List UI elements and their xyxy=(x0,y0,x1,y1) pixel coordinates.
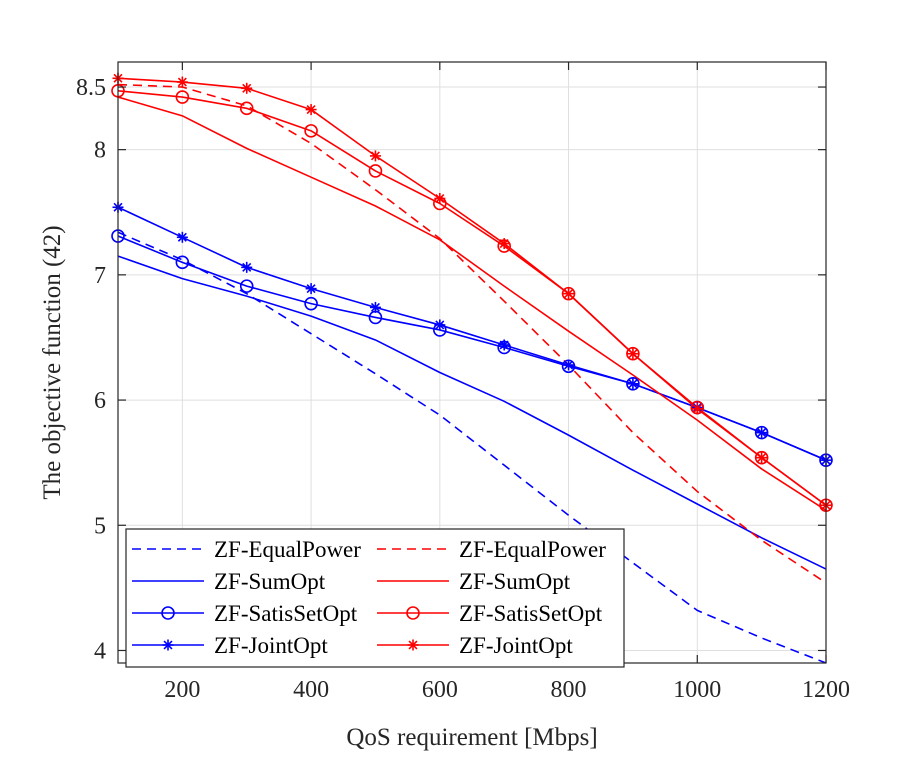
star-stroke xyxy=(757,453,767,463)
data-point-marker xyxy=(754,450,769,465)
legend-marker xyxy=(406,606,420,620)
data-point-marker xyxy=(563,359,575,371)
data-point-marker xyxy=(754,425,769,440)
star-stroke xyxy=(499,340,509,350)
series-line-8 xyxy=(117,77,827,506)
x-tick-label: 400 xyxy=(293,677,329,703)
data-point-marker xyxy=(175,90,190,104)
x-tick-label: 1200 xyxy=(802,677,850,703)
star-stroke xyxy=(564,289,574,299)
legend-label: ZF-SumOpt xyxy=(459,569,571,594)
series-line-7 xyxy=(117,90,827,506)
legend-entry: ZF-SatisSetOpt xyxy=(132,601,358,626)
legend-entry: ZF-SumOpt xyxy=(132,569,326,594)
star-stroke xyxy=(499,239,509,249)
legend-entry: ZF-EqualPower xyxy=(132,537,361,562)
star-stroke xyxy=(370,151,380,161)
star-stroke xyxy=(435,193,445,204)
series-line-5 xyxy=(117,83,827,584)
y-tick-label: 5 xyxy=(94,513,106,539)
series-line-2 xyxy=(117,255,827,570)
data-point-marker xyxy=(756,452,768,464)
legend-label: ZF-EqualPower xyxy=(459,537,606,562)
star-stroke xyxy=(408,640,418,650)
star-stroke xyxy=(757,428,767,438)
star-stroke xyxy=(564,360,574,370)
data-point-marker xyxy=(561,286,576,301)
data-point-marker xyxy=(176,231,188,243)
star-stroke xyxy=(242,83,252,93)
legend-entry: ZF-JointOpt xyxy=(132,633,328,658)
legend-label: ZF-JointOpt xyxy=(459,633,573,658)
data-point-marker xyxy=(304,124,318,138)
data-point-marker xyxy=(304,296,318,311)
legend-entry: ZF-SatisSetOpt xyxy=(377,601,603,626)
legend-label: ZF-SatisSetOpt xyxy=(459,601,603,626)
x-tick-label: 800 xyxy=(551,677,587,703)
legend-marker xyxy=(162,639,174,651)
data-point-marker xyxy=(175,255,190,270)
data-point-marker xyxy=(239,101,254,116)
star-stroke xyxy=(306,284,316,294)
star-stroke xyxy=(692,404,702,414)
star-stroke xyxy=(163,640,173,650)
star-stroke xyxy=(306,105,316,115)
legend-entry: ZF-SumOpt xyxy=(377,569,571,594)
data-point-marker xyxy=(756,427,768,439)
series-lines xyxy=(117,77,827,664)
data-point-marker xyxy=(563,288,575,300)
star-stroke xyxy=(435,320,445,330)
series-line-6 xyxy=(117,96,827,511)
data-point-marker xyxy=(176,76,188,88)
series-line-1 xyxy=(117,231,827,664)
y-tick-label: 6 xyxy=(94,388,106,414)
legend-label: ZF-JointOpt xyxy=(214,633,328,658)
data-point-marker xyxy=(241,82,253,94)
data-point-marker xyxy=(498,339,510,351)
star-stroke xyxy=(370,302,380,312)
data-point-marker xyxy=(627,378,639,390)
data-point-marker xyxy=(434,192,446,204)
x-axis-label: QoS requirement [Mbps] xyxy=(346,724,597,751)
legend-entry: ZF-JointOpt xyxy=(377,633,573,658)
data-point-marker xyxy=(239,279,254,293)
series-markers xyxy=(111,72,833,513)
legend: ZF-EqualPower ZF-SumOpt ZF-SatisSetOpt ZF-J… xyxy=(125,528,625,668)
star-stroke xyxy=(628,349,638,359)
data-point-marker xyxy=(498,238,510,250)
legend-label: ZF-SatisSetOpt xyxy=(214,601,358,626)
data-point-marker xyxy=(305,104,317,116)
y-tick-label: 8.5 xyxy=(76,75,106,101)
data-point-marker xyxy=(368,164,383,178)
data-point-marker xyxy=(369,150,381,162)
data-point-marker xyxy=(691,403,703,415)
legend-box xyxy=(125,528,625,668)
legend-entry: ZF-EqualPower xyxy=(377,537,606,562)
star-stroke xyxy=(177,77,187,87)
data-point-marker xyxy=(626,346,640,361)
x-tick-label: 200 xyxy=(164,677,200,703)
data-point-marker xyxy=(434,319,446,331)
data-point-marker xyxy=(369,301,381,313)
legend-label: ZF-SumOpt xyxy=(214,569,326,594)
star-stroke xyxy=(242,262,252,272)
x-tick-label: 1000 xyxy=(673,677,721,703)
star-stroke xyxy=(177,232,187,242)
data-point-marker xyxy=(626,376,640,391)
y-tick-label: 8 xyxy=(94,138,106,164)
axis-ticks: 200 400 600 800 1000 1200 4 5 6 7 8 8.5 xyxy=(76,62,850,703)
data-point-marker xyxy=(627,348,639,360)
y-tick-label: 7 xyxy=(94,263,106,289)
x-tick-label: 600 xyxy=(422,677,458,703)
data-point-marker xyxy=(241,261,253,273)
legend-marker xyxy=(161,606,175,620)
y-tick-label: 4 xyxy=(94,638,106,664)
y-axis-label: The objective function (42) xyxy=(39,225,66,499)
legend-label: ZF-EqualPower xyxy=(214,537,361,562)
series-line-4 xyxy=(117,206,827,461)
legend-marker xyxy=(407,639,419,651)
star-stroke xyxy=(628,379,638,389)
data-point-marker xyxy=(305,283,317,295)
